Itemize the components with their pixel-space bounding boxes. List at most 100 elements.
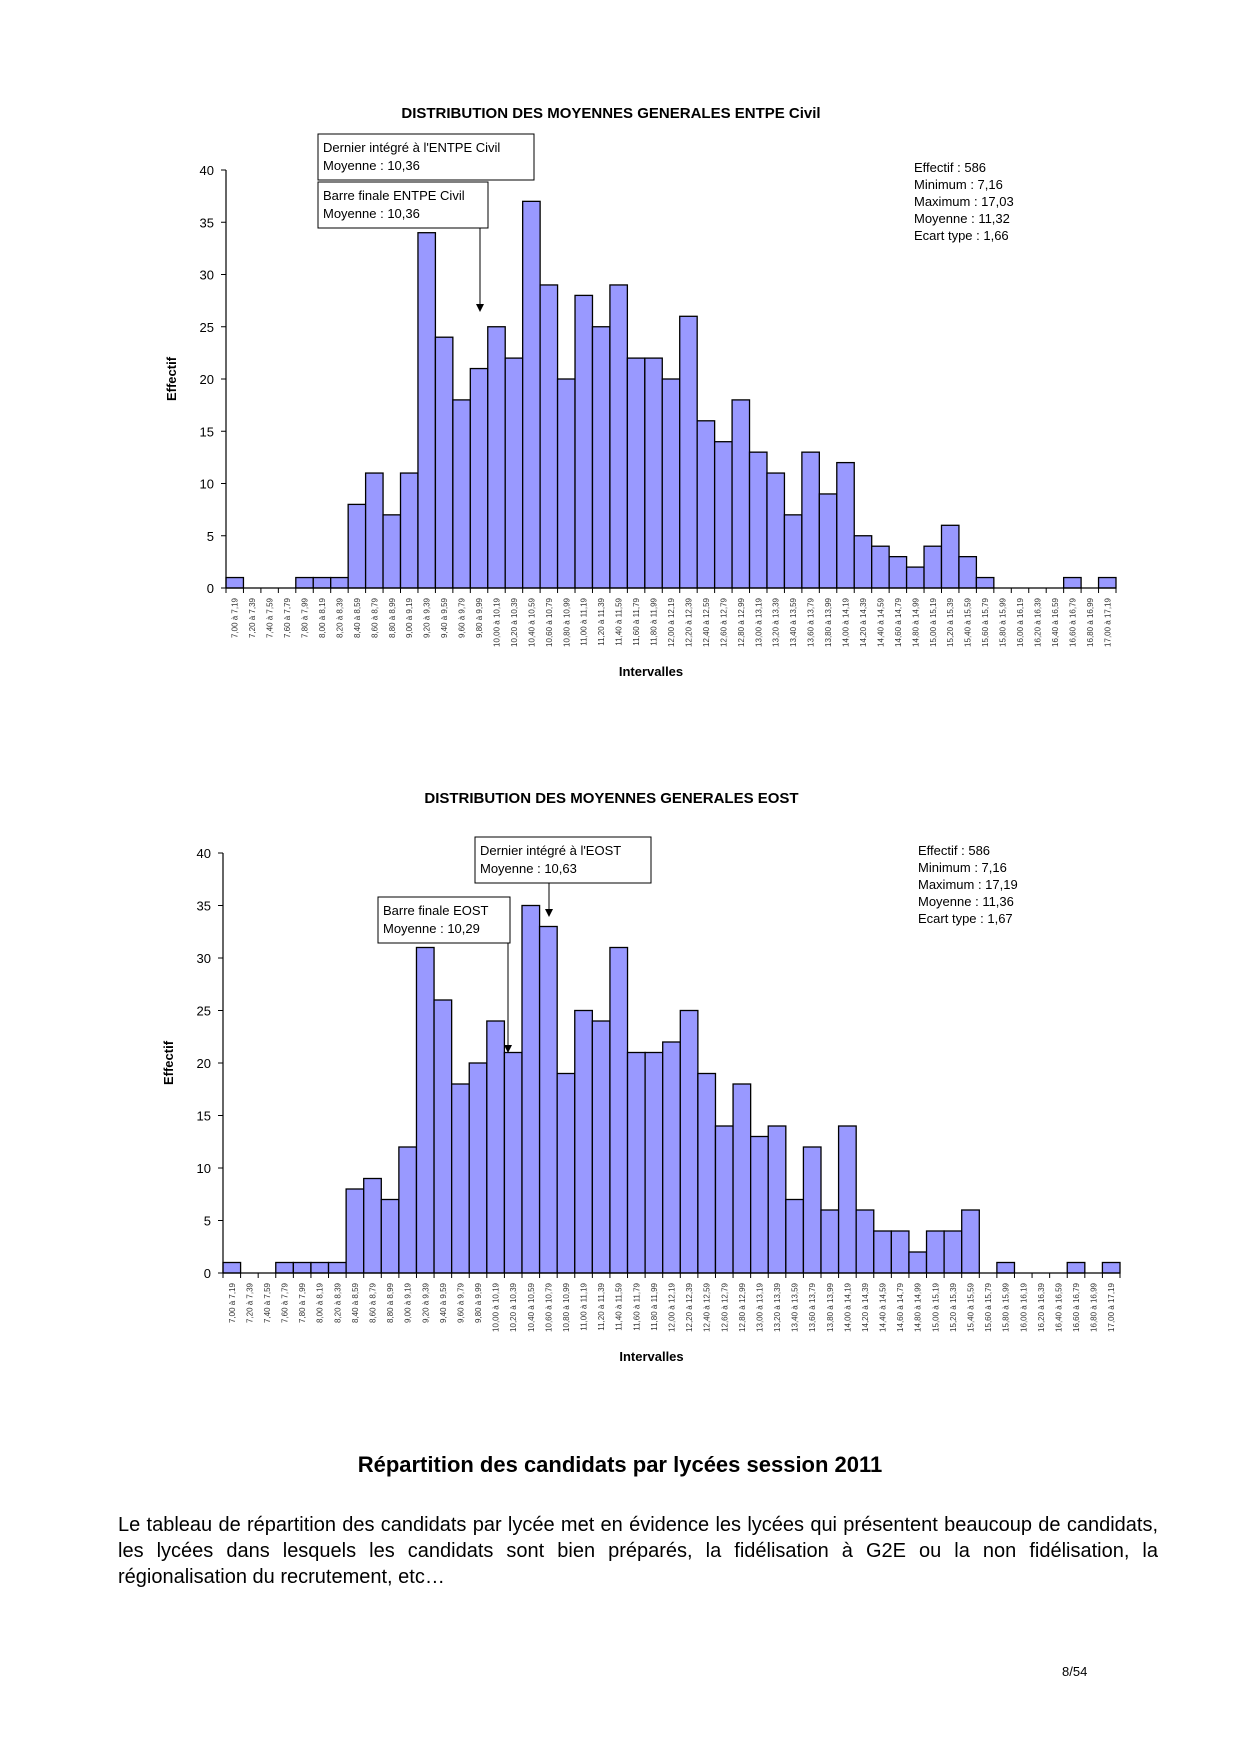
histogram-bar [521,904,541,1274]
x-tick-label: 9,00 à 9,19 [404,1282,413,1323]
annotation-box [377,896,511,944]
histogram-bar [958,555,978,589]
histogram-bar [556,378,576,589]
histogram-bar [364,472,384,589]
histogram-bar [662,1041,681,1274]
x-tick-label: 9,80 à 9,99 [474,1282,483,1323]
x-tick-label: 8,80 à 8,99 [388,597,397,638]
x-tick-label: 16,40 à 16,59 [1054,1282,1063,1331]
x-tick-label: 11,80 à 11,99 [650,597,659,645]
histogram-bar [783,514,803,589]
histogram-bar [591,326,611,589]
chart-title: DISTRIBUTION DES MOYENNES GENERALES EOST [424,790,798,807]
y-tick-label: 40 [200,163,214,178]
y-tick-label: 25 [200,320,214,335]
x-tick-label: 10,40 à 10,59 [527,1282,536,1331]
histogram-bar [487,326,506,589]
x-tick-label: 10,20 à 10,39 [509,1282,518,1331]
chart-title: DISTRIBUTION DES MOYENNES GENERALES ENTP… [401,105,820,122]
histogram-bar [785,1198,805,1274]
x-tick-label: 16,20 à 16,39 [1037,1282,1046,1331]
annotation-arrow-head [545,909,553,917]
histogram-bar [275,1261,295,1274]
histogram-bar [609,284,629,589]
y-tick-label: 5 [207,529,214,544]
x-tick-label: 7,20 à 7,39 [245,1282,254,1323]
x-tick-label: 16,60 à 16,79 [1068,597,1077,646]
x-tick-label: 12,80 à 12,99 [738,1282,747,1331]
histogram-bar [940,524,960,589]
annotation-line2: Moyenne : 10,36 [323,158,420,173]
annotation-box [317,133,535,181]
histogram-entpe-civil: DISTRIBUTION DES MOYENNES GENERALES ENTP… [0,90,1240,690]
x-tick-label: 11,60 à 11,79 [632,1282,641,1330]
histogram-bar [380,1198,400,1274]
y-tick-label: 35 [200,215,214,230]
histogram-bar [923,545,943,589]
section-paragraph: Le tableau de répartition des candidats … [118,1514,1158,1588]
x-tick-label: 11,40 à 11,59 [615,597,624,645]
x-tick-label: 14,20 à 14,39 [859,597,868,646]
x-tick-label: 9,80 à 9,99 [475,597,484,638]
histogram-bar [310,1261,330,1274]
x-tick-label: 12,40 à 12,59 [703,1282,712,1331]
histogram-bar [330,576,349,589]
x-tick-label: 15,60 à 15,79 [984,1282,993,1331]
histogram-bar [415,946,435,1274]
stats-line: Minimum : 7,16 [918,860,1007,875]
histogram-bar [225,576,245,589]
x-tick-label: 9,40 à 9,59 [440,597,449,638]
histogram-bar [327,1261,347,1274]
x-tick-label: 7,60 à 7,79 [283,597,292,638]
x-tick-label: 12,20 à 12,39 [684,597,693,646]
x-tick-label: 17,00 à 17,19 [1103,597,1112,646]
histogram-bar [574,1009,594,1274]
histogram-bar [452,399,471,589]
x-tick-label: 9,00 à 9,19 [405,597,414,638]
x-tick-label: 7,20 à 7,39 [248,597,257,638]
histogram-bar [1066,1261,1086,1274]
y-tick-label: 30 [200,268,214,283]
histogram-bar [345,1188,365,1274]
histogram-bar [679,315,698,589]
stats-line: Ecart type : 1,66 [914,228,1009,243]
histogram-bar [837,1125,857,1274]
histogram-bar [644,357,663,589]
x-tick-label: 14,60 à 14,79 [894,597,903,646]
histogram-bar [591,1020,611,1274]
histogram-bar [836,461,855,589]
histogram-bar [696,420,716,589]
histogram-bar [818,493,838,589]
x-tick-label: 12,80 à 12,99 [737,597,746,646]
histogram-bar [905,566,925,589]
histogram-bar [644,1051,664,1274]
x-tick-label: 12,00 à 12,19 [668,1282,677,1331]
annotation-box [474,836,652,884]
x-tick-label: 14,00 à 14,19 [843,1282,852,1331]
histogram-bar [871,545,890,589]
x-tick-label: 11,40 à 11,59 [615,1282,624,1330]
histogram-bar [661,378,681,589]
histogram-bar [556,1072,576,1274]
x-tick-label: 16,40 à 16,59 [1051,597,1060,646]
histogram-bar [697,1072,717,1274]
x-tick-label: 12,20 à 12,39 [685,1282,694,1331]
histogram-bar [749,1135,769,1274]
x-tick-label: 14,80 à 14,99 [914,1282,923,1331]
x-tick-label: 8,80 à 8,99 [386,1282,395,1323]
x-tick-label: 9,20 à 9,39 [421,1282,430,1323]
histogram-bar [626,1051,646,1274]
y-tick-label: 0 [204,1266,211,1281]
x-tick-label: 15,20 à 15,39 [946,597,955,646]
x-tick-label: 13,00 à 13,19 [754,597,763,646]
histogram-bar [943,1230,963,1274]
x-tick-label: 16,80 à 16,99 [1086,597,1095,646]
y-tick-label: 20 [200,372,214,387]
histogram-bar [1097,576,1117,589]
x-tick-label: 10,80 à 10,99 [562,597,571,646]
stats-line: Maximum : 17,03 [914,194,1014,209]
histogram-bar [434,336,454,589]
x-tick-label: 16,00 à 16,19 [1016,597,1025,646]
y-tick-label: 20 [197,1056,211,1071]
x-tick-label: 10,40 à 10,59 [527,597,536,646]
